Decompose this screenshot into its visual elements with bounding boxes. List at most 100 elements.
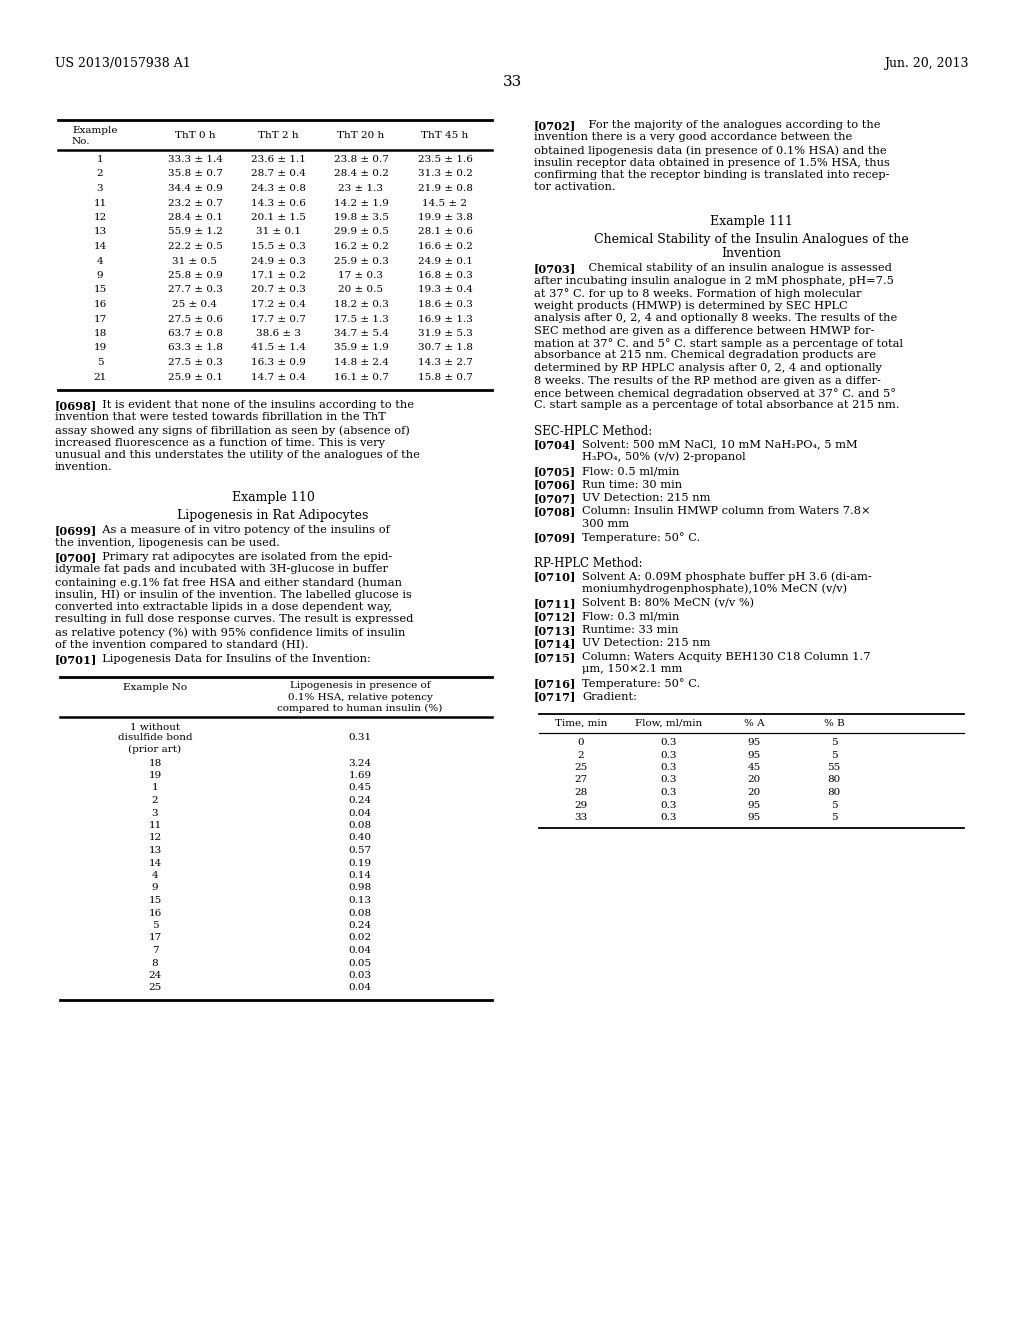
Text: 55.9 ± 1.2: 55.9 ± 1.2	[168, 227, 222, 236]
Text: 23.5 ± 1.6: 23.5 ± 1.6	[418, 154, 472, 164]
Text: 30.7 ± 1.8: 30.7 ± 1.8	[418, 343, 472, 352]
Text: 29: 29	[574, 800, 588, 809]
Text: 21.9 ± 0.8: 21.9 ± 0.8	[418, 183, 472, 193]
Text: ThT 2 h: ThT 2 h	[258, 131, 298, 140]
Text: 3.24: 3.24	[348, 759, 372, 767]
Text: 63.3 ± 1.8: 63.3 ± 1.8	[168, 343, 222, 352]
Text: Temperature: 50° C.: Temperature: 50° C.	[582, 678, 700, 689]
Text: [0704]: [0704]	[534, 440, 577, 450]
Text: 23.2 ± 0.7: 23.2 ± 0.7	[168, 198, 222, 207]
Text: [0715]: [0715]	[534, 652, 577, 663]
Text: resulting in full dose response curves. The result is expressed: resulting in full dose response curves. …	[55, 615, 414, 624]
Text: 28.4 ± 0.1: 28.4 ± 0.1	[168, 213, 222, 222]
Text: μm, 150×2.1 mm: μm, 150×2.1 mm	[582, 664, 682, 675]
Text: 12: 12	[93, 213, 106, 222]
Text: 19: 19	[148, 771, 162, 780]
Text: ThT 0 h: ThT 0 h	[175, 131, 215, 140]
Text: 5: 5	[96, 358, 103, 367]
Text: 4: 4	[96, 256, 103, 265]
Text: Chemical stability of an insulin analogue is assessed: Chemical stability of an insulin analogu…	[574, 263, 892, 273]
Text: 33.3 ± 1.4: 33.3 ± 1.4	[168, 154, 222, 164]
Text: Solvent A: 0.09M phosphate buffer pH 3.6 (di-am-: Solvent A: 0.09M phosphate buffer pH 3.6…	[582, 572, 871, 582]
Text: 14.3 ± 0.6: 14.3 ± 0.6	[251, 198, 305, 207]
Text: 3: 3	[152, 808, 159, 817]
Text: 23 ± 1.3: 23 ± 1.3	[339, 183, 384, 193]
Text: 17.5 ± 1.3: 17.5 ± 1.3	[334, 314, 388, 323]
Text: 0: 0	[578, 738, 585, 747]
Text: % B: % B	[823, 719, 845, 729]
Text: 2: 2	[578, 751, 585, 759]
Text: 95: 95	[748, 751, 761, 759]
Text: 18.6 ± 0.3: 18.6 ± 0.3	[418, 300, 472, 309]
Text: 16: 16	[93, 300, 106, 309]
Text: ThT 45 h: ThT 45 h	[421, 131, 469, 140]
Text: Solvent: 500 mM NaCl, 10 mM NaH₂PO₄, 5 mM: Solvent: 500 mM NaCl, 10 mM NaH₂PO₄, 5 m…	[582, 440, 858, 449]
Text: 8: 8	[152, 958, 159, 968]
Text: 0.3: 0.3	[660, 788, 677, 797]
Text: 22.2 ± 0.5: 22.2 ± 0.5	[168, 242, 222, 251]
Text: 20.1 ± 1.5: 20.1 ± 1.5	[251, 213, 305, 222]
Text: 0.31: 0.31	[348, 734, 372, 742]
Text: 28.1 ± 0.6: 28.1 ± 0.6	[418, 227, 472, 236]
Text: obtained lipogenesis data (in presence of 0.1% HSA) and the: obtained lipogenesis data (in presence o…	[534, 145, 887, 156]
Text: Example: Example	[72, 125, 118, 135]
Text: analysis after 0, 2, 4 and optionally 8 weeks. The results of the: analysis after 0, 2, 4 and optionally 8 …	[534, 313, 897, 323]
Text: 80: 80	[827, 788, 841, 797]
Text: 38.6 ± 3: 38.6 ± 3	[256, 329, 300, 338]
Text: [0705]: [0705]	[534, 466, 577, 477]
Text: 31.3 ± 0.2: 31.3 ± 0.2	[418, 169, 472, 178]
Text: 7: 7	[152, 946, 159, 954]
Text: 17.2 ± 0.4: 17.2 ± 0.4	[251, 300, 305, 309]
Text: Column: Insulin HMWP column from Waters 7.8×: Column: Insulin HMWP column from Waters …	[582, 507, 870, 516]
Text: 14.3 ± 2.7: 14.3 ± 2.7	[418, 358, 472, 367]
Text: 25 ± 0.4: 25 ± 0.4	[172, 300, 217, 309]
Text: Example 111: Example 111	[710, 215, 793, 228]
Text: idymale fat pads and incubated with 3H-glucose in buffer: idymale fat pads and incubated with 3H-g…	[55, 565, 388, 574]
Text: 0.40: 0.40	[348, 833, 372, 842]
Text: 45: 45	[748, 763, 761, 772]
Text: 17: 17	[93, 314, 106, 323]
Text: US 2013/0157938 A1: US 2013/0157938 A1	[55, 57, 190, 70]
Text: 9: 9	[96, 271, 103, 280]
Text: % A: % A	[743, 719, 764, 729]
Text: [0701]: [0701]	[55, 653, 97, 665]
Text: 15: 15	[93, 285, 106, 294]
Text: 20 ± 0.5: 20 ± 0.5	[339, 285, 384, 294]
Text: 0.3: 0.3	[660, 751, 677, 759]
Text: determined by RP HPLC analysis after 0, 2, 4 and optionally: determined by RP HPLC analysis after 0, …	[534, 363, 882, 374]
Text: Invention: Invention	[721, 247, 781, 260]
Text: Lipogenesis in Rat Adipocytes: Lipogenesis in Rat Adipocytes	[177, 510, 369, 521]
Text: 24.9 ± 0.3: 24.9 ± 0.3	[251, 256, 305, 265]
Text: 19: 19	[93, 343, 106, 352]
Text: at 37° C. for up to 8 weeks. Formation of high molecular: at 37° C. for up to 8 weeks. Formation o…	[534, 288, 861, 298]
Text: For the majority of the analogues according to the: For the majority of the analogues accord…	[574, 120, 881, 129]
Text: Column: Waters Acquity BEH130 C18 Column 1.7: Column: Waters Acquity BEH130 C18 Column…	[582, 652, 870, 663]
Text: 25.9 ± 0.1: 25.9 ± 0.1	[168, 372, 222, 381]
Text: 5: 5	[830, 738, 838, 747]
Text: 5: 5	[830, 800, 838, 809]
Text: UV Detection: 215 nm: UV Detection: 215 nm	[582, 492, 711, 503]
Text: 20: 20	[748, 776, 761, 784]
Text: unusual and this understates the utility of the analogues of the: unusual and this understates the utility…	[55, 450, 420, 459]
Text: 27.5 ± 0.3: 27.5 ± 0.3	[168, 358, 222, 367]
Text: 11: 11	[148, 821, 162, 830]
Text: 35.8 ± 0.7: 35.8 ± 0.7	[168, 169, 222, 178]
Text: absorbance at 215 nm. Chemical degradation products are: absorbance at 215 nm. Chemical degradati…	[534, 351, 877, 360]
Text: ence between chemical degradation observed at 37° C. and 5°: ence between chemical degradation observ…	[534, 388, 896, 399]
Text: 25.9 ± 0.3: 25.9 ± 0.3	[334, 256, 388, 265]
Text: 17: 17	[148, 933, 162, 942]
Text: invention.: invention.	[55, 462, 113, 473]
Text: mation at 37° C. and 5° C. start sample as a percentage of total: mation at 37° C. and 5° C. start sample …	[534, 338, 903, 348]
Text: 95: 95	[748, 800, 761, 809]
Text: [0708]: [0708]	[534, 507, 577, 517]
Text: H₃PO₄, 50% (v/v) 2-propanol: H₃PO₄, 50% (v/v) 2-propanol	[582, 451, 745, 462]
Text: 33: 33	[503, 75, 521, 88]
Text: Flow, ml/min: Flow, ml/min	[635, 719, 702, 729]
Text: 0.19: 0.19	[348, 858, 372, 867]
Text: Gradient:: Gradient:	[582, 692, 637, 701]
Text: moniumhydrogenphosphate),10% MeCN (v/v): moniumhydrogenphosphate),10% MeCN (v/v)	[582, 583, 847, 594]
Text: 23.8 ± 0.7: 23.8 ± 0.7	[334, 154, 388, 164]
Text: [0709]: [0709]	[534, 532, 577, 544]
Text: 24.9 ± 0.1: 24.9 ± 0.1	[418, 256, 472, 265]
Text: 1: 1	[96, 154, 103, 164]
